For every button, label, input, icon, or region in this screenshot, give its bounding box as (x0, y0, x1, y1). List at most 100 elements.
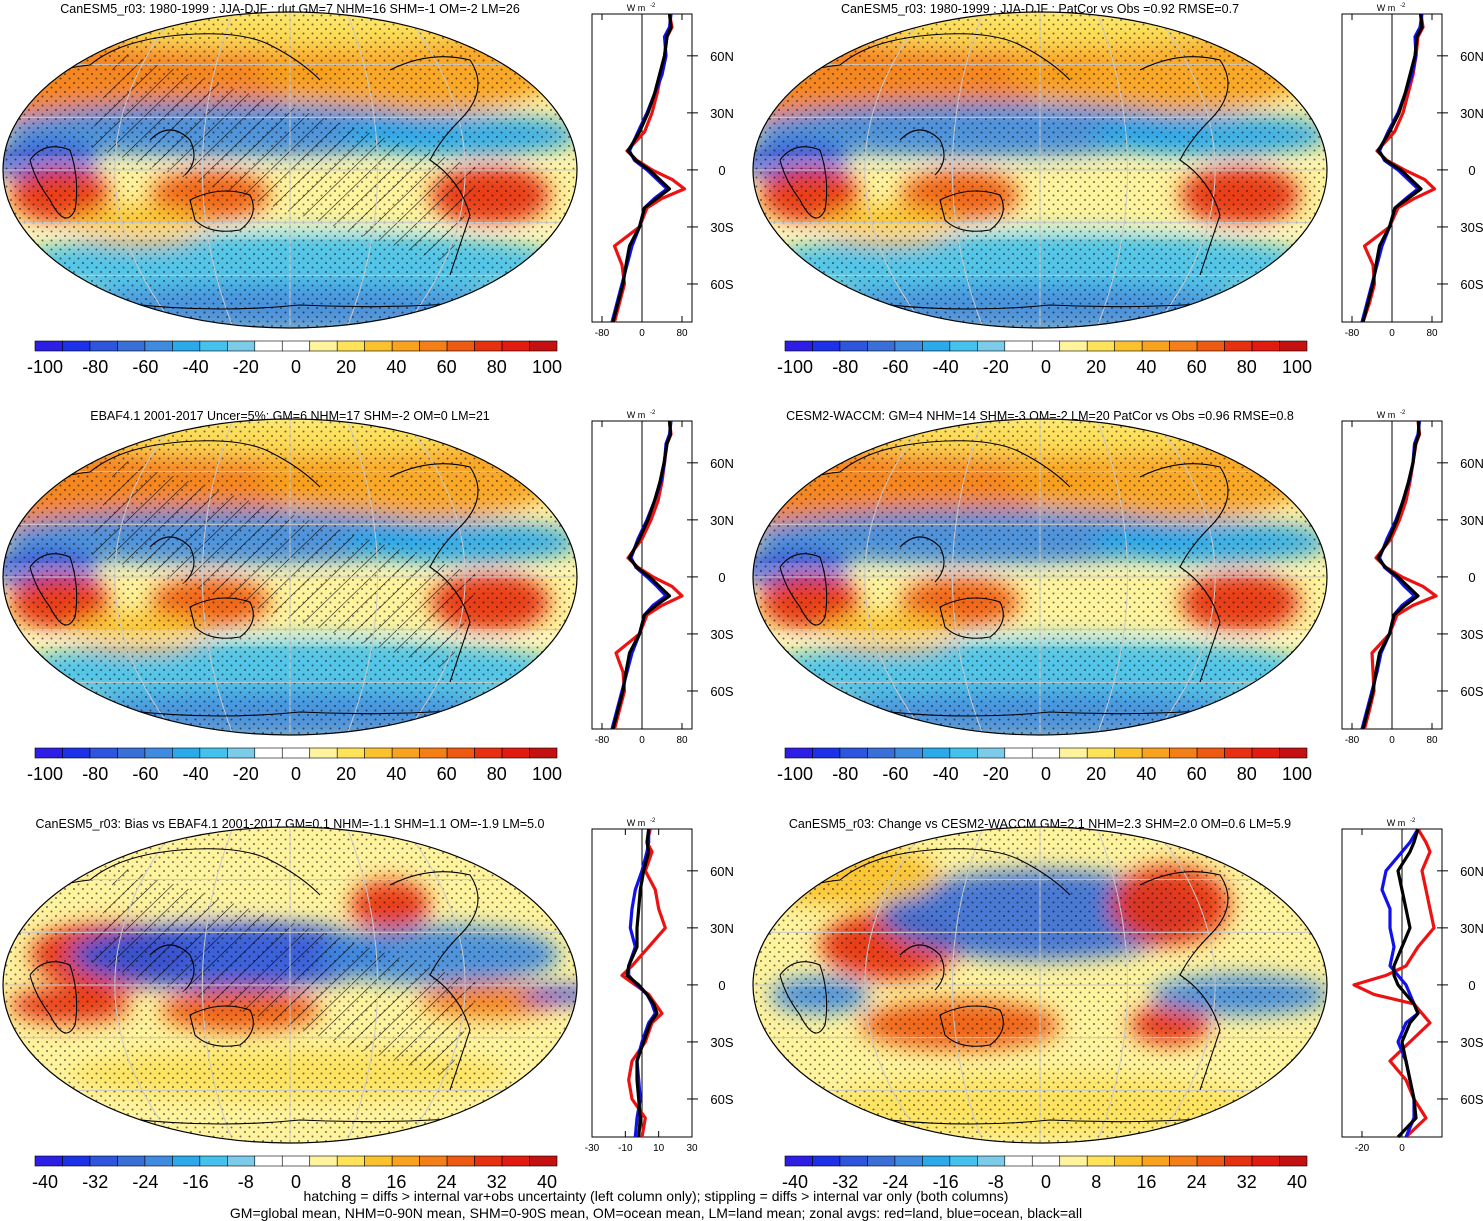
x-tick-label: 80 (1426, 735, 1438, 746)
colorbar-swatch (812, 747, 841, 759)
coastlines (769, 33, 1311, 310)
colorbar-swatch (144, 747, 173, 759)
colorbar-swatch (1196, 340, 1225, 352)
x-tick-label: 80 (676, 328, 688, 339)
colorbar-label: -24 (882, 1172, 908, 1192)
x-tick-label: 0 (1389, 328, 1395, 339)
map-p5 (2, 826, 578, 1144)
colorbar-label: -80 (832, 357, 858, 377)
zonal-plot-p3: W m -2 60N 30N 0 30S 60S -80 0 80 (591, 410, 734, 746)
colorbar-swatch (62, 340, 91, 352)
colorbar-swatch (501, 1155, 530, 1167)
colorbar-swatch (144, 1155, 173, 1167)
colorbar-label: -20 (233, 357, 259, 377)
colorbar-swatch (1224, 1155, 1253, 1167)
zonal-series-all (1361, 420, 1421, 730)
colorbar-swatch (172, 747, 201, 759)
colorbar-label: 60 (437, 357, 457, 377)
colorbar-swatch (977, 747, 1006, 759)
colorbar-swatch (34, 1155, 63, 1167)
lat-label: 30S (710, 1035, 733, 1050)
colorbar-swatch (1279, 747, 1308, 759)
colorbar-swatch (1114, 747, 1143, 759)
zonal-plot-p2: W m -2 60N 30N 0 30S 60S -80 0 80 (1341, 3, 1483, 339)
colorbar-swatch (254, 340, 283, 352)
colorbar-label: -40 (183, 357, 209, 377)
coastlines (769, 848, 1311, 1125)
colorbar-swatch (336, 747, 365, 759)
colorbar-label: -8 (238, 1172, 254, 1192)
colorbar-label: -32 (82, 1172, 108, 1192)
panel-p3: EBAF4.1 2001-2017 Uncer=5%: GM=6 NHM=17 … (2, 409, 734, 784)
lat-label: 0 (718, 570, 725, 585)
colorbar-label: 0 (291, 1172, 301, 1192)
colorbar-swatch (117, 747, 146, 759)
zonal-unit-exponent: -2 (650, 410, 656, 416)
lat-label: 30N (1460, 513, 1483, 528)
colorbar-swatch (419, 1155, 448, 1167)
colorbar-label: -100 (27, 357, 63, 377)
lat-label: 30S (710, 220, 733, 235)
lat-label: 0 (1468, 978, 1475, 993)
x-tick-label: -10 (618, 1143, 633, 1154)
colorbar-swatch (172, 1155, 201, 1167)
panel-title: CanESM5_r03: Bias vs EBAF4.1 2001-2017 G… (36, 817, 545, 831)
colorbar-swatch (1114, 1155, 1143, 1167)
colorbar-swatch (501, 340, 530, 352)
colorbar-label: -80 (82, 357, 108, 377)
colorbar-label: 0 (1041, 764, 1051, 784)
footer-line-1: hatching = diffs > internal var+obs unce… (304, 1188, 1009, 1204)
colorbar-swatch (446, 747, 475, 759)
colorbar-swatch (1141, 747, 1170, 759)
colorbar-swatch (117, 1155, 146, 1167)
colorbar-label: 100 (1282, 357, 1312, 377)
colorbar-label: 100 (532, 357, 562, 377)
colorbar-label: 8 (341, 1172, 351, 1192)
map-p2 (752, 11, 1328, 329)
colorbar-swatch (1279, 340, 1308, 352)
colorbar-label: 60 (1187, 764, 1207, 784)
lat-label: 0 (1468, 163, 1475, 178)
colorbar-swatch (529, 340, 558, 352)
colorbar-swatch (364, 747, 393, 759)
colorbar-swatch (867, 340, 896, 352)
colorbar-swatch (281, 1155, 311, 1167)
zonal-plot-p6: W m -2 60N 30N 0 30S 60S -20 0 (1341, 818, 1483, 1154)
zonal-series-land (1352, 828, 1436, 1139)
lat-label: 30S (1460, 627, 1483, 642)
map-p1 (2, 11, 578, 329)
colorbar-label: 20 (336, 764, 356, 784)
colorbar-swatch (309, 340, 338, 352)
colorbar-swatch (172, 340, 201, 352)
colorbar-label: 100 (532, 764, 562, 784)
colorbar-swatch (391, 747, 420, 759)
colorbar-label: 40 (1136, 357, 1156, 377)
colorbar-swatch (446, 1155, 475, 1167)
colorbar-swatch (1169, 1155, 1198, 1167)
colorbar-label: 80 (487, 764, 507, 784)
map-p6 (752, 826, 1328, 1144)
x-tick-label: -80 (1345, 328, 1360, 339)
colorbar-swatch (1279, 1155, 1308, 1167)
colorbar-p6: -40 -32 -24 -16 -8 0 8 16 24 32 40 (782, 1155, 1308, 1192)
colorbar-swatch (1196, 747, 1225, 759)
colorbar-p5: -40 -32 -24 -16 -8 0 8 16 24 32 40 (32, 1155, 558, 1192)
lat-label: 60S (710, 1092, 733, 1107)
colorbar-label: -100 (777, 357, 813, 377)
colorbar-label: 24 (437, 1172, 457, 1192)
x-tick-label: -80 (595, 328, 610, 339)
lat-label: 60S (1460, 277, 1483, 292)
colorbar-swatch (1031, 340, 1061, 352)
zonal-unit-exponent: -2 (1410, 818, 1416, 824)
colorbar-label: -40 (32, 1172, 58, 1192)
colorbar-label: 32 (1237, 1172, 1257, 1192)
graticule (753, 419, 1327, 735)
panel-p2: CanESM5_r03: 1980-1999 : JJA-DJF : PatCo… (752, 2, 1483, 377)
colorbar-swatch (419, 340, 448, 352)
colorbar-label: 40 (386, 357, 406, 377)
colorbar-swatch (812, 340, 841, 352)
map-p3 (2, 418, 578, 736)
colorbar-swatch (1196, 1155, 1225, 1167)
colorbar-swatch (199, 340, 228, 352)
graticule (753, 827, 1327, 1143)
